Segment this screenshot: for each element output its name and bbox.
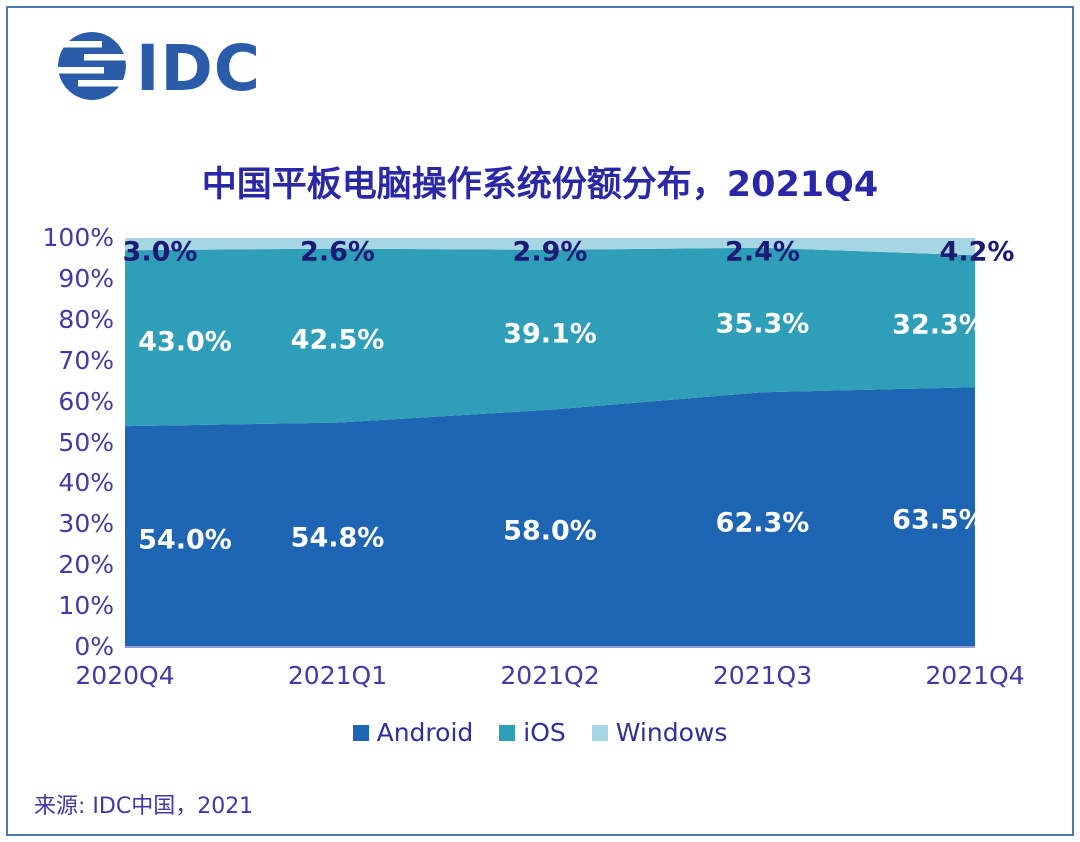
data-label-ios: 42.5% (290, 324, 385, 356)
y-tick-label: 10% (58, 591, 114, 621)
data-label-windows: 3.0% (122, 236, 198, 268)
data-label-windows: 4.2% (939, 236, 1015, 268)
data-label-android: 62.3% (715, 507, 810, 539)
x-axis-label: 2021Q4 (925, 661, 1025, 690)
x-axis-label: 2020Q4 (75, 661, 175, 690)
data-label-ios: 32.3% (892, 309, 986, 341)
legend-swatch (591, 724, 608, 741)
area-ios (125, 247, 975, 427)
legend-item-ios: iOS (499, 718, 566, 747)
y-tick-label: 20% (58, 550, 114, 580)
idc-globe-icon (56, 30, 128, 106)
data-label-ios: 35.3% (715, 308, 810, 340)
legend-label: Android (376, 718, 474, 747)
x-axis-label: 2021Q2 (500, 661, 600, 690)
data-label-windows: 2.9% (512, 236, 588, 268)
data-label-android: 54.8% (290, 522, 385, 554)
x-axis-label: 2021Q3 (712, 661, 813, 690)
legend-label: Windows (615, 718, 728, 747)
area-windows (125, 238, 975, 256)
chart-title: 中国平板电脑操作系统份额分布，2021Q4 (201, 165, 879, 205)
data-label-android: 58.0% (503, 515, 597, 547)
y-tick-label: 0% (74, 632, 114, 661)
data-label-ios: 39.1% (503, 318, 597, 350)
y-tick-label: 80% (58, 304, 114, 334)
idc-logo-text: IDC (136, 31, 261, 105)
legend-swatch (499, 724, 516, 741)
data-label-ios: 43.0% (138, 326, 232, 358)
data-label-windows: 2.4% (725, 236, 800, 268)
legend-swatch (352, 724, 369, 741)
legend: Android iOS Windows (0, 718, 1080, 747)
data-label-windows: 2.6% (300, 236, 375, 268)
data-label-android: 63.5% (892, 504, 986, 536)
area-android (125, 387, 975, 647)
plot-area (125, 238, 975, 647)
legend-item-android: Android (352, 718, 474, 747)
y-tick-label: 40% (58, 468, 114, 498)
y-tick-label: 70% (58, 345, 114, 375)
y-tick-label: 100% (42, 223, 114, 252)
x-axis-line (125, 646, 975, 648)
y-tick-label: 50% (58, 427, 114, 457)
data-label-android: 54.0% (138, 524, 232, 556)
legend-label: iOS (523, 718, 566, 747)
x-axis-label: 2021Q1 (287, 661, 388, 690)
idc-logo: IDC (56, 30, 261, 106)
y-tick-label: 90% (58, 263, 114, 293)
y-tick-label: 30% (58, 509, 114, 539)
y-tick-label: 60% (58, 386, 114, 416)
legend-item-windows: Windows (591, 718, 728, 747)
source-note: 来源: IDC中国，2021 (34, 794, 254, 819)
